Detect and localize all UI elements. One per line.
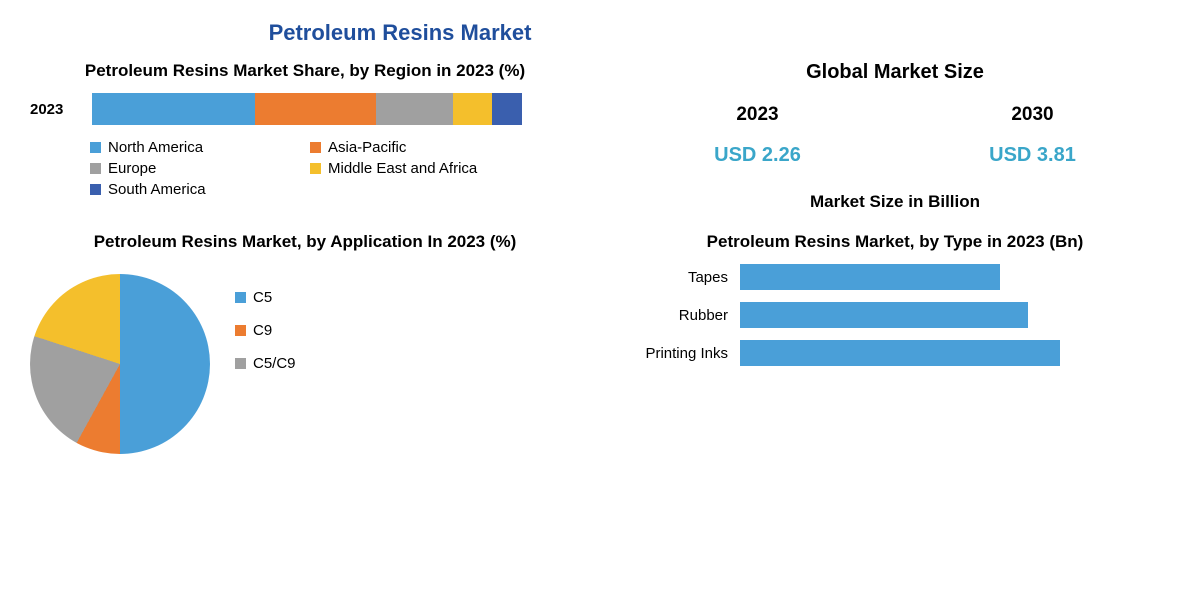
application-pie-chart: Petroleum Resins Market, by Application … bbox=[30, 232, 580, 454]
region-chart-year: 2023 bbox=[30, 101, 80, 118]
hbar-track bbox=[740, 264, 1140, 290]
stacked-segment bbox=[453, 93, 492, 125]
legend-item: C5 bbox=[235, 289, 296, 306]
hbar-row: Rubber bbox=[640, 302, 1140, 328]
hbar bbox=[740, 302, 1028, 328]
market-size-title: Global Market Size bbox=[620, 61, 1170, 84]
legend-item: Europe bbox=[90, 160, 310, 177]
pie-legend: C5 C9 C5/C9 bbox=[235, 289, 296, 372]
legend-swatch bbox=[310, 163, 321, 174]
legend-label: Europe bbox=[108, 160, 156, 177]
hbar-container: Tapes Rubber Printing Inks bbox=[620, 264, 1170, 366]
legend-swatch bbox=[235, 325, 246, 336]
legend-item: South America bbox=[90, 181, 310, 198]
legend-label: Asia-Pacific bbox=[328, 139, 406, 156]
stacked-segment bbox=[255, 93, 375, 125]
hbar bbox=[740, 340, 1060, 366]
market-size-values: 2023 USD 2.26 2030 USD 3.81 bbox=[620, 104, 1170, 167]
legend-label: C9 bbox=[253, 322, 272, 339]
hbar bbox=[740, 264, 1000, 290]
hbar-row: Printing Inks bbox=[640, 340, 1140, 366]
legend-swatch bbox=[235, 358, 246, 369]
legend-swatch bbox=[90, 163, 101, 174]
legend-label: C5/C9 bbox=[253, 355, 296, 372]
legend-swatch bbox=[235, 292, 246, 303]
market-size-col: 2030 USD 3.81 bbox=[989, 104, 1076, 167]
stacked-segment bbox=[92, 93, 255, 125]
legend-label: C5 bbox=[253, 289, 272, 306]
market-size-value: USD 3.81 bbox=[989, 144, 1076, 167]
hbar-track bbox=[740, 340, 1140, 366]
market-size-value: USD 2.26 bbox=[714, 144, 801, 167]
dashboard-grid: Petroleum Resins Market Share, by Region… bbox=[30, 61, 1170, 454]
legend-item: Asia-Pacific bbox=[310, 139, 530, 156]
region-share-chart: Petroleum Resins Market Share, by Region… bbox=[30, 61, 580, 212]
legend-item: C5/C9 bbox=[235, 355, 296, 372]
type-chart-title: Petroleum Resins Market, by Type in 2023… bbox=[620, 232, 1170, 252]
legend-swatch bbox=[310, 142, 321, 153]
hbar-label: Printing Inks bbox=[640, 345, 740, 362]
market-size-panel: Global Market Size 2023 USD 2.26 2030 USD 3… bbox=[620, 61, 1170, 212]
market-size-col: 2023 USD 2.26 bbox=[714, 104, 801, 167]
legend-item: Middle East and Africa bbox=[310, 160, 530, 177]
hbar-label: Rubber bbox=[640, 307, 740, 324]
region-legend: North America Asia-Pacific Europe Middle Ea… bbox=[90, 139, 580, 198]
market-size-unit: Market Size in Billion bbox=[620, 192, 1170, 212]
legend-item: North America bbox=[90, 139, 310, 156]
stacked-segment bbox=[492, 93, 522, 125]
market-size-year: 2030 bbox=[989, 104, 1076, 126]
hbar-track bbox=[740, 302, 1140, 328]
region-chart-title: Petroleum Resins Market Share, by Region… bbox=[30, 61, 580, 81]
market-size-year: 2023 bbox=[714, 104, 801, 126]
legend-swatch bbox=[90, 184, 101, 195]
stacked-bar bbox=[92, 93, 522, 125]
legend-label: South America bbox=[108, 181, 206, 198]
pie-chart-title: Petroleum Resins Market, by Application … bbox=[30, 232, 580, 252]
hbar-row: Tapes bbox=[640, 264, 1140, 290]
legend-label: North America bbox=[108, 139, 203, 156]
hbar-label: Tapes bbox=[640, 269, 740, 286]
legend-swatch bbox=[90, 142, 101, 153]
legend-item: C9 bbox=[235, 322, 296, 339]
legend-label: Middle East and Africa bbox=[328, 160, 477, 177]
page-title: Petroleum Resins Market bbox=[0, 20, 1170, 46]
stacked-segment bbox=[376, 93, 453, 125]
pie bbox=[30, 274, 210, 454]
type-bar-chart: Petroleum Resins Market, by Type in 2023… bbox=[620, 232, 1170, 454]
